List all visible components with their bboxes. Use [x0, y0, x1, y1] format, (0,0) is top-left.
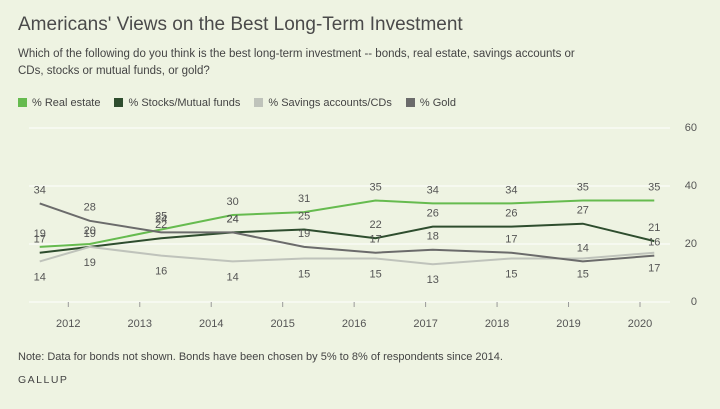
data-label: 17: [505, 234, 517, 246]
data-label: 17: [369, 234, 381, 246]
y-tick-label: 40: [685, 180, 697, 192]
legend-label: % Real estate: [32, 97, 101, 109]
data-label: 17: [34, 234, 46, 246]
data-label: 13: [427, 274, 439, 286]
data-label: 16: [648, 237, 660, 249]
legend: % Real estate % Stocks/Mutual funds % Savi…: [18, 97, 456, 109]
series-line: [39, 245, 655, 266]
legend-swatch: [405, 98, 415, 107]
x-tick-label: 2015: [270, 318, 294, 330]
y-tick-label: 20: [685, 238, 697, 250]
data-label: 19: [298, 228, 310, 240]
data-label: 24: [227, 213, 239, 225]
x-tick-label: 2018: [485, 318, 509, 330]
data-label: 14: [577, 242, 589, 254]
legend-item: % Real estate: [18, 97, 100, 109]
data-label: 19: [84, 257, 96, 269]
data-label: 16: [155, 266, 167, 278]
data-label: 15: [505, 268, 517, 280]
data-label: 14: [227, 271, 239, 283]
legend-item: % Gold: [405, 97, 456, 109]
legend-label: % Savings accounts/CDs: [268, 97, 392, 109]
legend-swatch: [254, 98, 264, 107]
y-tick-label: 60: [685, 122, 697, 134]
data-label: 28: [84, 202, 96, 214]
legend-swatch: [114, 98, 124, 107]
data-label: 14: [34, 271, 46, 283]
data-label: 26: [505, 208, 517, 220]
data-label: 31: [298, 193, 310, 205]
series-line: [39, 202, 655, 263]
x-tick-label: 2013: [128, 318, 152, 330]
data-label: 25: [155, 210, 167, 222]
data-label: 22: [155, 219, 167, 231]
data-label: 15: [298, 268, 310, 280]
legend-label: % Gold: [419, 97, 456, 109]
data-label: 35: [648, 181, 660, 193]
data-label: 18: [427, 231, 439, 243]
data-label: 15: [577, 268, 589, 280]
data-label: 24: [227, 213, 239, 225]
data-label: 19: [34, 228, 46, 240]
data-label: 20: [84, 225, 96, 237]
legend-label: % Stocks/Mutual funds: [128, 97, 241, 109]
data-label: 34: [505, 184, 517, 196]
data-label: 35: [577, 181, 589, 193]
data-label: 19: [84, 228, 96, 240]
x-tick-label: 2019: [556, 318, 580, 330]
chart-title: Americans' Views on the Best Long-Term I…: [18, 14, 463, 35]
series-line: [39, 199, 655, 248]
data-label: 24: [155, 213, 167, 225]
source: GALLUP: [18, 374, 69, 386]
data-label: 25: [298, 210, 310, 222]
x-tick-label: 2014: [199, 318, 223, 330]
data-label: 35: [369, 181, 381, 193]
legend-swatch: [18, 98, 27, 107]
x-tick-label: 2017: [413, 318, 437, 330]
data-label: 15: [369, 268, 381, 280]
data-label: 22: [369, 219, 381, 231]
data-label: 26: [427, 208, 439, 220]
data-label: 34: [34, 184, 46, 196]
data-label: 27: [577, 205, 589, 217]
data-label: 21: [648, 222, 660, 234]
x-tick-label: 2020: [628, 318, 652, 330]
y-tick-label: 0: [691, 296, 697, 308]
chart-subtitle: Which of the following do you think is t…: [18, 48, 575, 77]
data-label: 17: [648, 263, 660, 275]
x-tick-label: 2012: [56, 318, 80, 330]
legend-item: % Savings accounts/CDs: [254, 97, 392, 109]
series-line: [39, 222, 655, 254]
legend-item: % Stocks/Mutual funds: [114, 97, 240, 109]
note: Note: Data for bonds not shown. Bonds ha…: [18, 351, 503, 363]
x-tick-label: 2016: [342, 318, 366, 330]
data-label: 30: [227, 196, 239, 208]
data-label: 34: [427, 184, 439, 196]
